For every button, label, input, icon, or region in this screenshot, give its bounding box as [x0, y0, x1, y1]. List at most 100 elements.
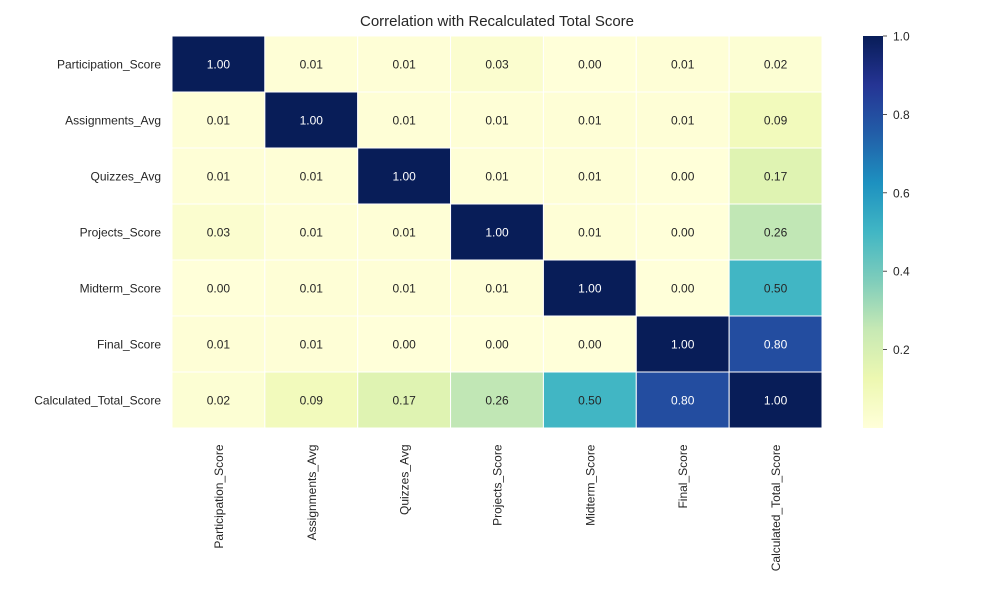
heatmap-cell [357, 35, 452, 93]
cell-value-label: 1.00 [578, 282, 602, 296]
heatmap-cell [357, 91, 452, 149]
cell-value-label: 0.01 [300, 170, 324, 184]
cell-value-label: 0.09 [764, 114, 788, 128]
heatmap-cell [728, 203, 823, 261]
heatmap-cell [357, 371, 452, 429]
cell-value-label: 0.00 [578, 338, 602, 352]
heatmap-cell [635, 147, 730, 205]
cell-value-label: 0.00 [671, 170, 695, 184]
row-tick-label: Participation_Score [57, 58, 161, 72]
heatmap-cell [728, 91, 823, 149]
chart-title: Correlation with Recalculated Total Scor… [360, 13, 634, 30]
cell-value-label: 0.00 [485, 338, 509, 352]
colorbar-tick-label: 0.6 [893, 186, 910, 200]
cell-value-label: 0.01 [392, 226, 416, 240]
colorbar-tick-label: 0.8 [893, 108, 910, 122]
heatmap-cell [264, 35, 359, 93]
cell-value-label: 0.26 [485, 394, 509, 408]
colorbar-tick-label: 0.4 [893, 265, 910, 279]
heatmap-cell [450, 371, 544, 429]
cell-value-label: 0.80 [671, 394, 695, 408]
cell-value-label: 0.01 [392, 58, 416, 72]
cell-value-label: 0.01 [300, 338, 324, 352]
cell-value-label: 0.01 [207, 114, 231, 128]
row-tick-label: Quizzes_Avg [91, 170, 161, 184]
cell-value-label: 0.01 [300, 282, 324, 296]
heatmap-cell [171, 203, 266, 261]
heatmap-cell [450, 147, 544, 205]
cell-value-label: 1.00 [207, 58, 231, 72]
heatmap-cell [357, 259, 452, 317]
column-tick-label: Quizzes_Avg [398, 445, 412, 515]
colorbar-tick-label: 0.2 [893, 343, 910, 357]
cell-value-label: 0.01 [207, 170, 231, 184]
cell-value-label: 0.01 [485, 282, 509, 296]
cell-value-label: 0.00 [671, 282, 695, 296]
column-tick-label: Calculated_Total_Score [769, 444, 783, 571]
column-tick-labels: Participation_Score Assignments_Avg Quizze… [212, 444, 783, 571]
cell-value-label: 0.26 [764, 226, 788, 240]
colorbar-tick-label: 1.0 [893, 30, 910, 44]
cell-value-label: 0.01 [578, 170, 602, 184]
heatmap-cell [264, 315, 359, 373]
heatmap-cell [635, 203, 730, 261]
heatmap-cell [171, 371, 266, 429]
cell-value-label: 0.09 [300, 394, 324, 408]
cell-value-label: 0.03 [207, 226, 231, 240]
heatmap-cell [264, 203, 359, 261]
row-tick-label: Midterm_Score [80, 282, 162, 296]
heatmap-cell [357, 315, 452, 373]
column-tick-label: Midterm_Score [583, 444, 597, 526]
cell-value-label: 0.01 [207, 338, 231, 352]
cell-value-label: 0.01 [578, 114, 602, 128]
cell-value-label: 0.50 [578, 394, 602, 408]
cell-value-label: 0.01 [392, 114, 416, 128]
cell-value-label: 0.02 [764, 58, 788, 72]
cell-value-label: 0.50 [764, 282, 788, 296]
heatmap-cell [728, 315, 823, 373]
heatmap-cell [635, 371, 730, 429]
cell-value-label: 0.17 [392, 394, 416, 408]
heatmap-cells: 1.00 0.01 0.01 0.03 0.00 0.01 0.02 0.01 1.00 0.01… [171, 35, 823, 429]
heatmap-cell [450, 315, 544, 373]
cell-value-label: 0.01 [485, 170, 509, 184]
cell-value-label: 0.01 [671, 58, 695, 72]
cell-value-label: 0.80 [764, 338, 788, 352]
row-tick-label: Calculated_Total_Score [34, 394, 161, 408]
column-tick-label: Final_Score [676, 444, 690, 508]
cell-value-label: 1.00 [485, 226, 509, 240]
column-tick-label: Assignments_Avg [305, 445, 319, 541]
heatmap-cell [171, 35, 266, 93]
cell-value-label: 0.01 [578, 226, 602, 240]
row-tick-label: Assignments_Avg [65, 114, 161, 128]
cell-value-label: 0.00 [207, 282, 231, 296]
cell-value-label: 0.03 [485, 58, 509, 72]
heatmap-cell [264, 147, 359, 205]
heatmap-cell [357, 147, 452, 205]
heatmap-cell [171, 259, 266, 317]
cell-value-label: 1.00 [764, 394, 788, 408]
cell-value-label: 0.00 [392, 338, 416, 352]
cell-value-label: 1.00 [392, 170, 416, 184]
row-tick-label: Projects_Score [80, 226, 162, 240]
heatmap-cell [542, 91, 637, 149]
cell-value-label: 0.00 [671, 226, 695, 240]
heatmap-cell [171, 91, 266, 149]
row-tick-label: Final_Score [97, 338, 161, 352]
heatmap-cell [450, 35, 544, 93]
cell-value-label: 0.00 [578, 58, 602, 72]
heatmap-cell [635, 35, 730, 93]
cell-value-label: 1.00 [671, 338, 695, 352]
heatmap-cell [542, 371, 637, 429]
row-tick-labels: Participation_Score Assignments_Avg Quizze… [34, 58, 161, 408]
colorbar: 0.2 0.4 0.6 0.8 1.0 [863, 30, 910, 428]
column-tick-label: Participation_Score [212, 444, 226, 548]
cell-value-label: 0.01 [671, 114, 695, 128]
cell-value-label: 0.01 [392, 282, 416, 296]
cell-value-label: 0.17 [764, 170, 788, 184]
cell-value-label: 0.01 [300, 226, 324, 240]
column-tick-label: Projects_Score [491, 444, 505, 526]
cell-value-label: 0.01 [300, 58, 324, 72]
heatmap-cell [542, 315, 637, 373]
